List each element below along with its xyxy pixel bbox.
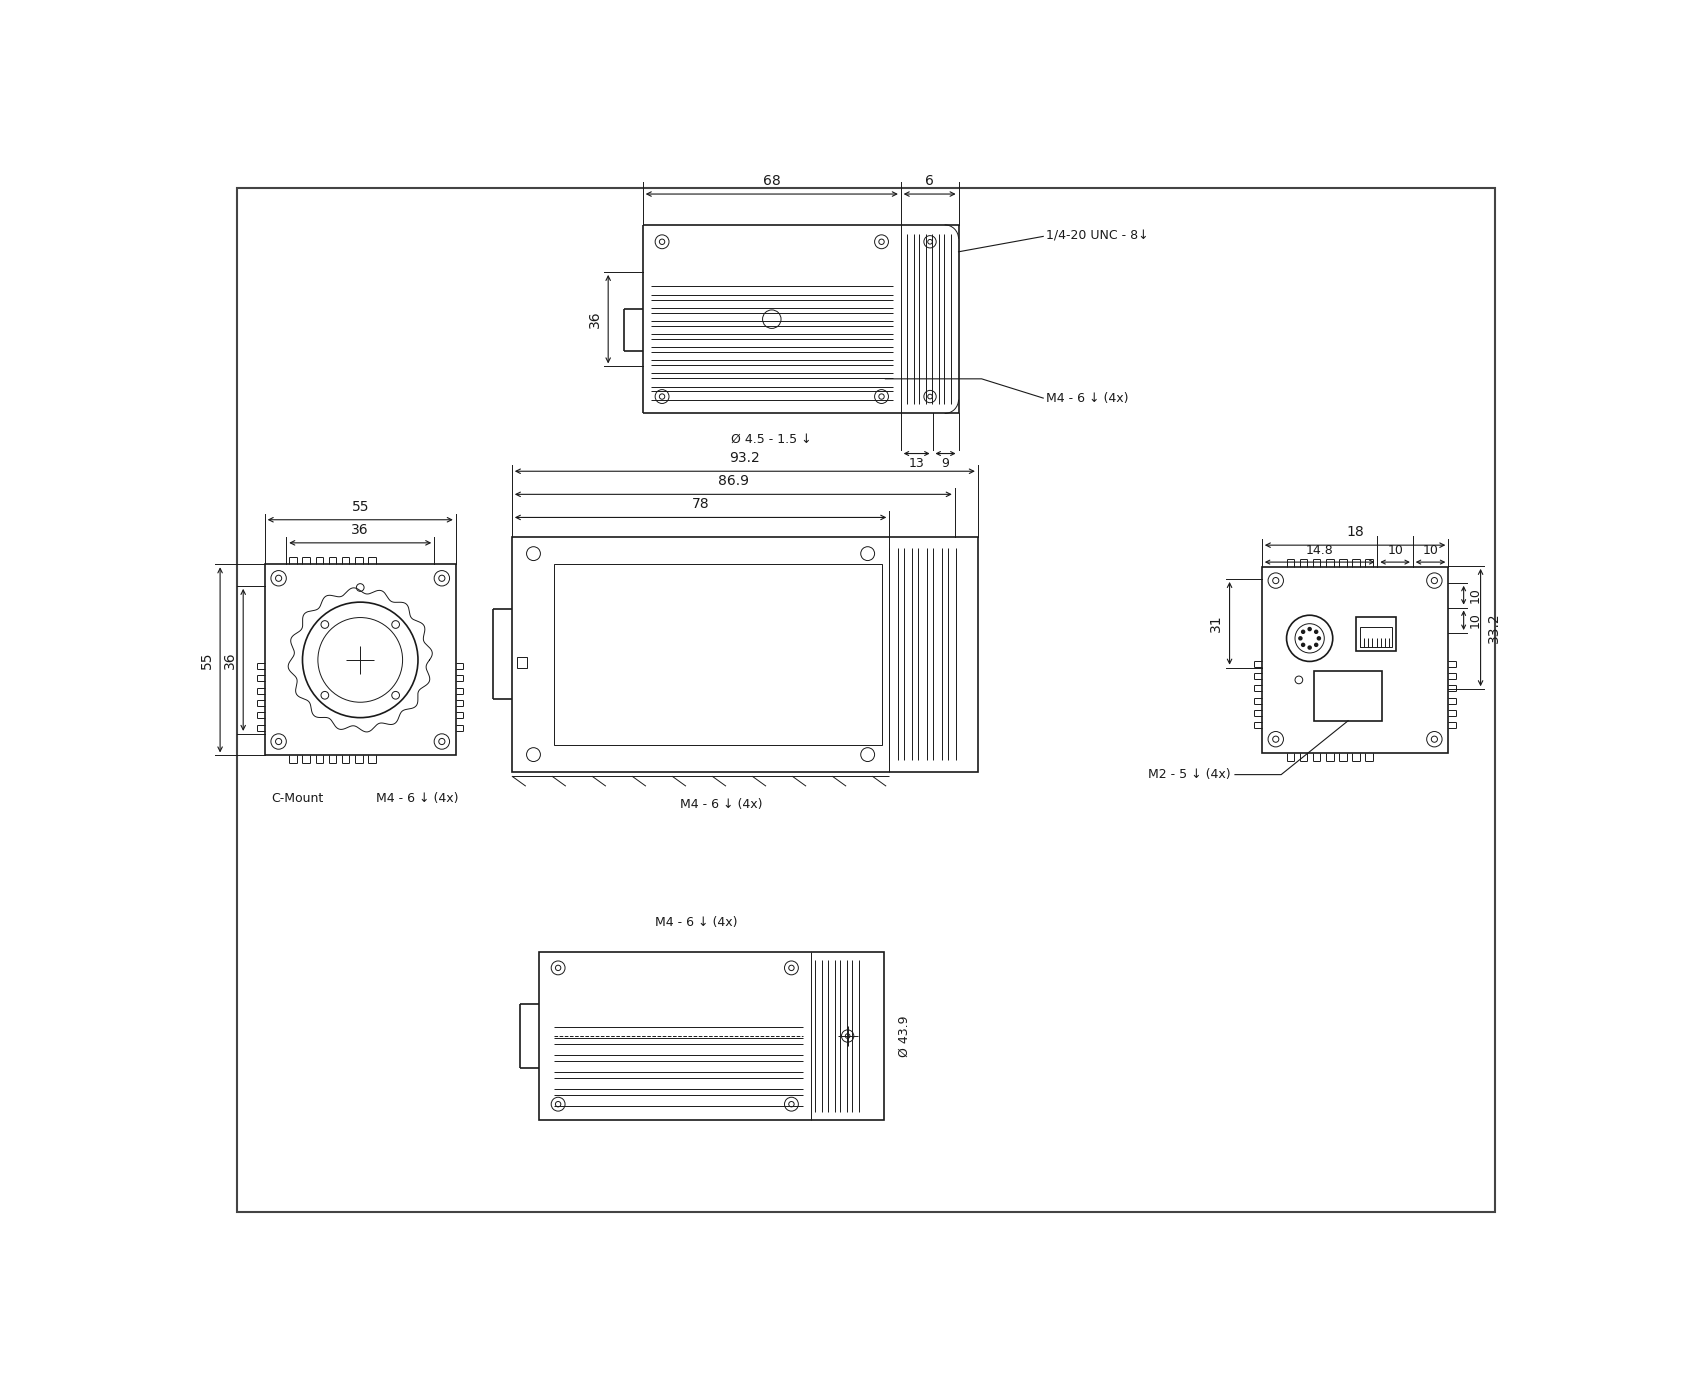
Circle shape bbox=[1316, 636, 1319, 640]
Circle shape bbox=[1314, 643, 1317, 646]
Text: 68: 68 bbox=[762, 173, 780, 188]
Text: 31: 31 bbox=[1209, 614, 1223, 632]
Text: 55: 55 bbox=[351, 499, 368, 514]
Text: 86.9: 86.9 bbox=[718, 474, 748, 488]
Text: 14.8: 14.8 bbox=[1306, 543, 1333, 557]
Text: 78: 78 bbox=[691, 498, 709, 511]
Text: 10: 10 bbox=[1468, 613, 1480, 628]
Text: 9: 9 bbox=[941, 456, 949, 470]
Text: 10: 10 bbox=[1387, 543, 1402, 557]
Text: Ø 4.5 - 1.5 ↓: Ø 4.5 - 1.5 ↓ bbox=[731, 432, 812, 446]
Text: C-Mount: C-Mount bbox=[270, 793, 323, 805]
Circle shape bbox=[1299, 636, 1301, 640]
Circle shape bbox=[1301, 631, 1304, 633]
Text: 33.2: 33.2 bbox=[1486, 613, 1500, 643]
Text: 36: 36 bbox=[588, 310, 601, 328]
Text: 55: 55 bbox=[199, 651, 215, 668]
Text: 36: 36 bbox=[223, 651, 236, 668]
Circle shape bbox=[1307, 646, 1311, 649]
Circle shape bbox=[1307, 628, 1311, 631]
Text: 1/4-20 UNC - 8↓: 1/4-20 UNC - 8↓ bbox=[1045, 230, 1147, 243]
Text: M4 - 6 ↓ (4x): M4 - 6 ↓ (4x) bbox=[1045, 392, 1127, 405]
Text: Ø 43.9: Ø 43.9 bbox=[897, 1016, 910, 1056]
Text: M4 - 6 ↓ (4x): M4 - 6 ↓ (4x) bbox=[654, 916, 736, 930]
Text: 18: 18 bbox=[1346, 525, 1363, 539]
Text: M2 - 5 ↓ (4x): M2 - 5 ↓ (4x) bbox=[1149, 768, 1230, 782]
Text: 13: 13 bbox=[909, 456, 924, 470]
Circle shape bbox=[1301, 643, 1304, 646]
Circle shape bbox=[1314, 631, 1317, 633]
Text: 10: 10 bbox=[1468, 588, 1480, 603]
Text: 10: 10 bbox=[1422, 543, 1437, 557]
Text: 93.2: 93.2 bbox=[730, 450, 760, 466]
Text: 6: 6 bbox=[924, 173, 934, 188]
Text: 36: 36 bbox=[351, 523, 368, 536]
Text: M4 - 6 ↓ (4x): M4 - 6 ↓ (4x) bbox=[375, 793, 458, 805]
Text: M4 - 6 ↓ (4x): M4 - 6 ↓ (4x) bbox=[681, 798, 762, 811]
